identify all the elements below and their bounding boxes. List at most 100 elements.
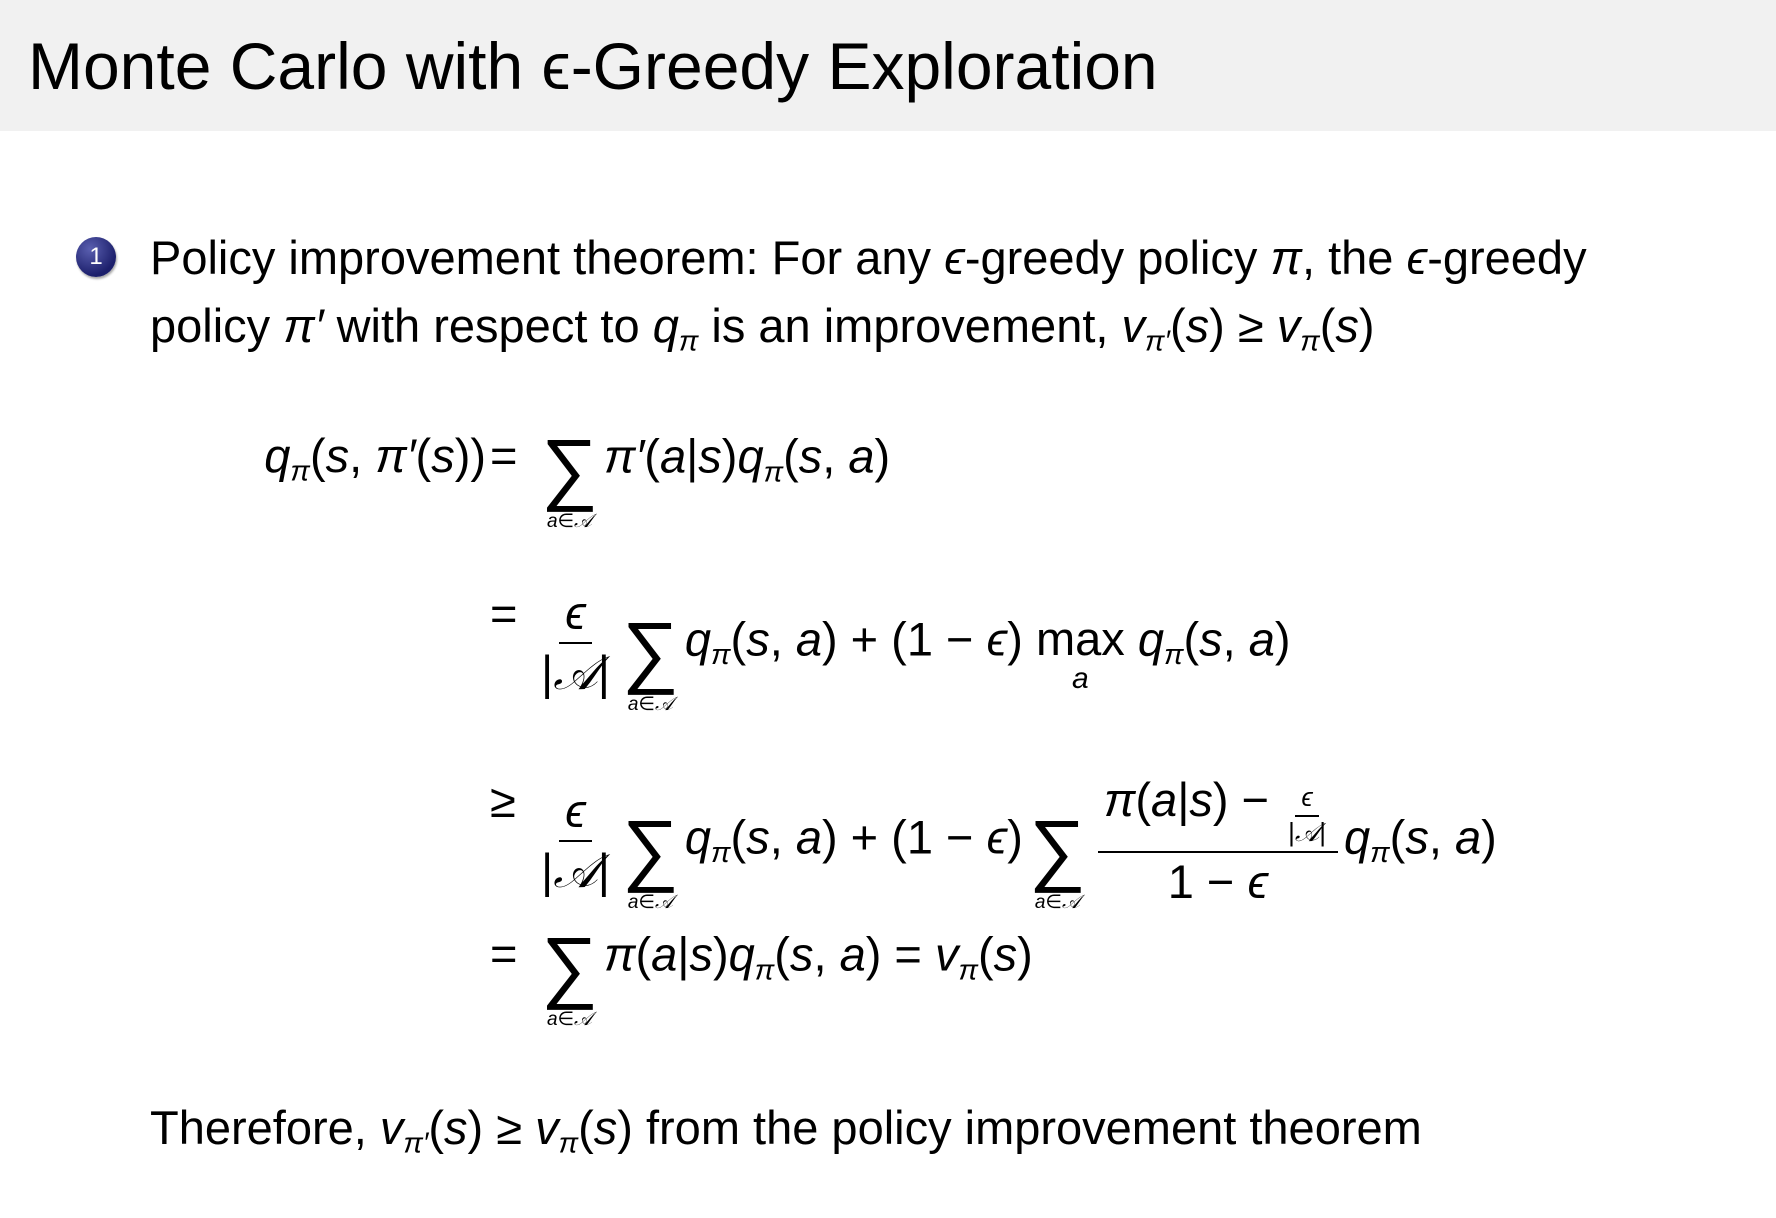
math-text: )) — [454, 429, 486, 482]
fraction-numerator: ϵ — [559, 586, 592, 645]
math-text: ( — [783, 429, 799, 483]
summation-symbol: ∑ a∈𝒜 — [621, 605, 679, 715]
math-variable: v — [535, 1101, 559, 1154]
math-text: -greedy policy — [964, 231, 1271, 284]
summation-symbol: ∑ a∈𝒜 — [541, 921, 598, 1030]
math-text: , the — [1301, 231, 1407, 284]
math-text — [1125, 612, 1138, 665]
equation-rhs: ϵ |𝒜| ∑ a∈𝒜 qπ(s, a) + (1 − ϵ) max a qπ(s, a) — [535, 586, 1291, 715]
math-subscript: π — [290, 455, 310, 488]
math-variable: q — [652, 299, 679, 352]
math-variable: v — [934, 927, 959, 981]
math-text: ) — [1274, 612, 1291, 666]
summation-symbol: ∑ a∈𝒜 — [541, 423, 598, 532]
fraction-numerator: ϵ — [1295, 783, 1319, 818]
math-variable: ϵ — [986, 810, 1008, 864]
math-variable: s — [746, 612, 770, 666]
math-variable: q — [1137, 612, 1164, 666]
math-variable: q — [728, 927, 755, 981]
math-subscript: π — [558, 1127, 579, 1160]
math-variable: ϵ — [944, 231, 965, 284]
max-operator: max a — [1035, 612, 1125, 696]
math-variable: π′ — [375, 429, 416, 482]
math-variable: s — [689, 927, 713, 981]
math-variable: v — [1276, 299, 1301, 352]
equation-rhs: ϵ |𝒜| ∑ a∈𝒜 qπ(s, a) + (1 − ϵ)∑ a∈𝒜 π(a|s) − ϵ… — [535, 773, 1497, 913]
max-operator-index: a — [1072, 662, 1089, 696]
math-text: ( — [977, 927, 994, 981]
equation-row-1: qπ(s, π′(s)) = ∑ a∈𝒜 π′(a|s)qπ(s, a) — [0, 423, 1776, 532]
math-text: ) — [1017, 927, 1033, 981]
math-text: policy — [150, 299, 284, 352]
summation-symbol: ∑ a∈𝒜 — [621, 803, 679, 913]
math-text: ) — [1358, 299, 1375, 352]
math-subscript: π — [1163, 639, 1184, 672]
math-text: , — [1222, 612, 1249, 666]
math-text: | — [1177, 773, 1190, 826]
math-text: ) from the policy improvement theorem — [617, 1101, 1422, 1154]
fraction-denominator: |𝒜| — [541, 644, 610, 700]
math-variable: π′ — [603, 429, 645, 483]
math-variable: ϵ — [1247, 855, 1269, 909]
equation-rhs: ∑ a∈𝒜 π(a|s)qπ(s, a) = vπ(s) — [535, 921, 1033, 1030]
math-variable: ϵ — [565, 586, 586, 639]
math-variable: 𝒜 — [553, 844, 598, 898]
math-text: ( — [730, 612, 747, 666]
math-variable: a — [839, 927, 866, 981]
math-text: Therefore, — [150, 1101, 380, 1154]
math-text: ) = — [865, 927, 935, 981]
equation-row-3: ≥ ϵ |𝒜| ∑ a∈𝒜 qπ(s, a) + (1 − ϵ)∑ a∈𝒜 π(a|s) −… — [0, 773, 1776, 912]
math-text: ( — [644, 429, 660, 483]
math-variable: ϵ — [1301, 783, 1313, 812]
math-text: ) — [712, 927, 729, 981]
equation-row-2: = ϵ |𝒜| ∑ a∈𝒜 qπ(s, a) + (1 − ϵ) max a qπ(s, … — [0, 586, 1776, 714]
fraction-denominator: 1 − ϵ — [1168, 853, 1268, 909]
math-text: ) + (1 − — [821, 612, 987, 666]
math-variable: π — [603, 927, 636, 981]
fraction-numerator: ϵ — [559, 784, 592, 843]
math-text: Policy improvement theorem: For any — [150, 231, 945, 284]
math-variable: s — [1189, 773, 1213, 826]
math-variable: q — [684, 810, 712, 864]
math-variable: v — [1121, 299, 1146, 352]
math-text: ( — [1183, 612, 1200, 666]
math-subscript: π — [711, 837, 731, 870]
math-text: ( — [1319, 299, 1336, 352]
math-text: with respect to — [323, 299, 653, 352]
math-variable: s — [789, 927, 814, 981]
math-variable: q — [264, 429, 291, 482]
math-text: ( — [1389, 810, 1406, 864]
math-text: ( — [774, 927, 790, 981]
math-variable: s — [798, 429, 823, 483]
math-variable: a — [1151, 773, 1178, 826]
math-subscript: π — [1370, 837, 1390, 870]
math-text: , — [769, 612, 796, 666]
slide-header: Monte Carlo with ϵ-Greedy Exploration — [0, 0, 1776, 131]
math-variable: s — [746, 810, 770, 864]
math-text: , — [349, 429, 376, 482]
math-text: ( — [635, 927, 652, 981]
math-variable: ϵ — [1406, 231, 1428, 284]
fraction: ϵ |𝒜| — [541, 784, 610, 898]
fraction: ϵ |𝒜| — [1288, 784, 1326, 849]
math-text: ) — [1007, 612, 1036, 666]
math-variable: q — [737, 429, 764, 483]
math-subscript: π — [1300, 325, 1320, 358]
math-variable: s — [993, 927, 1018, 981]
math-text: 1 − — [1167, 855, 1248, 909]
math-text: ) ≥ — [1209, 299, 1277, 352]
math-variable: a — [651, 927, 678, 981]
math-text: , — [822, 429, 849, 483]
math-subscript: π — [711, 639, 731, 672]
math-text: ( — [730, 810, 747, 864]
math-text: | — [597, 844, 610, 898]
fraction-denominator: |𝒜| — [541, 842, 610, 898]
math-variable: s — [431, 429, 455, 482]
fraction-denominator: |𝒜| — [1288, 817, 1326, 849]
equation-lhs: qπ(s, π′(s)) — [264, 428, 486, 489]
math-text: ( — [1135, 773, 1152, 826]
math-text: ) — [721, 429, 738, 483]
fraction: ϵ |𝒜| — [541, 586, 610, 700]
math-variable: a — [1454, 810, 1482, 864]
math-text: ) − — [1212, 773, 1283, 826]
